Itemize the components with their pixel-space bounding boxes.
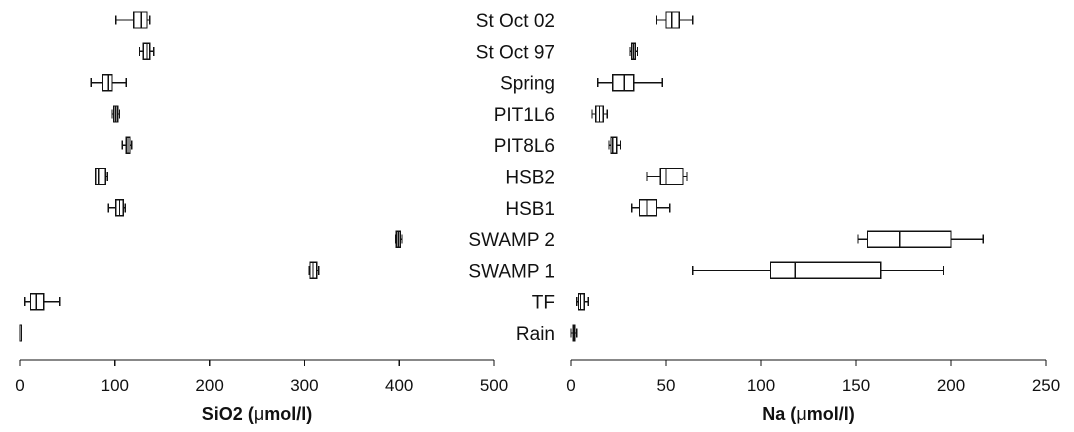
na-x-axis-title-suffix: mol/l) [807, 404, 855, 424]
category-label-st-oct-97: St Oct 97 [476, 42, 555, 63]
sio2-box-hsb2-iqr-box [95, 167, 106, 186]
category-label-hsb1: HSB1 [505, 199, 555, 220]
na-box-hsb2-iqr-box [659, 167, 684, 186]
category-label-swamp-1: SWAMP 1 [468, 261, 555, 282]
na-box-swamp-2-iqr-box [866, 230, 952, 248]
na-box-st-oct-02-iqr-box [665, 11, 680, 29]
sio2-box-st-oct-02 [115, 11, 151, 29]
sio2-box-tf-iqr-box [29, 293, 45, 311]
sio2-box-tf [24, 293, 61, 311]
sio2-box-pit8l6 [121, 136, 133, 154]
sio2-box-spring [90, 73, 127, 92]
sio2-box-hsb2 [95, 167, 108, 186]
category-labels: St Oct 02 St Oct 97 Spring PIT1L6 PIT8L6 HSB2… [468, 11, 555, 345]
na-box-swamp-1-iqr-box [769, 261, 882, 280]
na-box-pit8l6 [608, 136, 622, 154]
sio2-box-hsb1 [107, 199, 126, 217]
sio2-box-rain [19, 324, 23, 342]
sio2-box-swamp-1 [308, 261, 320, 280]
na-x-tick-label-100: 100 [747, 376, 775, 395]
na-box-pit8l6-iqr-box [610, 136, 618, 154]
sio2-panel: 0 100 200 300 400 500 SiO2 (μmol/l) [15, 11, 508, 424]
na-x-tick-label-200: 200 [937, 376, 965, 395]
category-label-pit1l6: PIT1L6 [494, 105, 555, 126]
na-box-spring-iqr-box [612, 73, 635, 92]
na-box-tf-iqr-box [577, 293, 585, 311]
sio2-x-tick-label-200: 200 [195, 376, 223, 395]
na-box-st-oct-02 [655, 11, 694, 29]
na-x-tick-label-0: 0 [566, 376, 575, 395]
na-box-rain [570, 324, 578, 342]
na-x-tick-label-150: 150 [842, 376, 870, 395]
sio2-x-tick-label-500: 500 [480, 376, 508, 395]
na-panel: 0 50 100 150 200 250 Na (μmol/l) [566, 11, 1060, 424]
sio2-x-axis-title-suffix: mol/l) [264, 404, 312, 424]
na-box-swamp-2 [857, 230, 984, 248]
na-x-tick-label-250: 250 [1032, 376, 1060, 395]
na-box-st-oct-97 [629, 42, 639, 60]
na-box-swamp-1 [691, 261, 945, 280]
category-label-st-oct-02: St Oct 02 [476, 11, 555, 32]
category-label-hsb2: HSB2 [505, 168, 555, 189]
sio2-x-axis-title-mu: μ [254, 404, 264, 424]
category-label-swamp-2: SWAMP 2 [468, 230, 555, 251]
sio2-x-axis-title-prefix: SiO2 ( [202, 404, 254, 424]
sio2-box-swamp-2 [394, 230, 403, 248]
na-box-hsb1 [631, 199, 671, 217]
na-x-tick-label-50: 50 [657, 376, 676, 395]
sio2-x-tick-label-300: 300 [290, 376, 318, 395]
category-label-tf: TF [532, 293, 555, 314]
category-label-pit8l6: PIT8L6 [494, 136, 555, 157]
na-x-axis-title: Na (μmol/l) [762, 404, 854, 424]
na-x-axis-title-prefix: Na ( [762, 404, 796, 424]
category-label-spring: Spring [500, 74, 555, 95]
sio2-box-st-oct-02-iqr-box [133, 11, 148, 29]
na-box-spring [596, 73, 663, 92]
sio2-box-st-oct-97 [138, 42, 155, 60]
na-box-pit1l6 [591, 105, 608, 123]
na-box-hsb1-iqr-box [638, 199, 658, 217]
na-box-tf [576, 293, 589, 311]
sio2-x-tick-label-100: 100 [101, 376, 129, 395]
category-label-rain: Rain [516, 324, 555, 345]
sio2-x-axis-title: SiO2 (μmol/l) [202, 404, 312, 424]
sio2-x-tick-label-0: 0 [15, 376, 24, 395]
sio2-box-spring-iqr-box [101, 73, 113, 92]
na-x-axis-title-mu: μ [796, 404, 806, 424]
na-box-hsb2 [646, 167, 688, 186]
sio2-x-tick-label-400: 400 [385, 376, 413, 395]
sio2-box-pit1l6 [111, 105, 121, 123]
